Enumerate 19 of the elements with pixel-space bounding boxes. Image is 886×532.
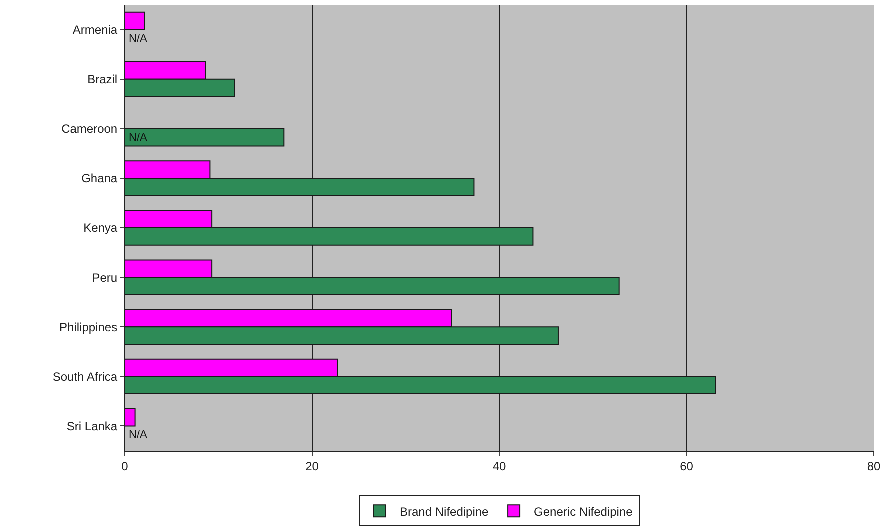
y-tick-label: Ghana xyxy=(82,172,118,186)
y-tick-label: Cameroon xyxy=(62,122,118,136)
annotation: N/A xyxy=(129,132,148,144)
x-tick-label: 20 xyxy=(306,459,320,474)
x-tick-label: 60 xyxy=(680,459,694,474)
legend-label: Generic Nifedipine xyxy=(534,504,634,519)
y-tick-label: Kenya xyxy=(84,221,118,236)
y-tick-label: Brazil xyxy=(88,72,118,87)
x-tick-label: 40 xyxy=(492,459,506,474)
y-tick-label: Philippines xyxy=(60,320,118,334)
y-tick-label: Sri Lanka xyxy=(66,419,118,434)
x-tick-label: 0 xyxy=(122,459,129,474)
annotation: N/A xyxy=(129,429,148,441)
legend-label: Brand Nifedipine xyxy=(400,504,490,519)
y-tick-label: Armenia xyxy=(72,22,118,37)
annotation: N/A xyxy=(129,33,148,45)
y-tick-label: South Africa xyxy=(52,370,118,384)
y-tick-label: Peru xyxy=(92,270,118,285)
x-tick-label: 80 xyxy=(867,459,881,474)
